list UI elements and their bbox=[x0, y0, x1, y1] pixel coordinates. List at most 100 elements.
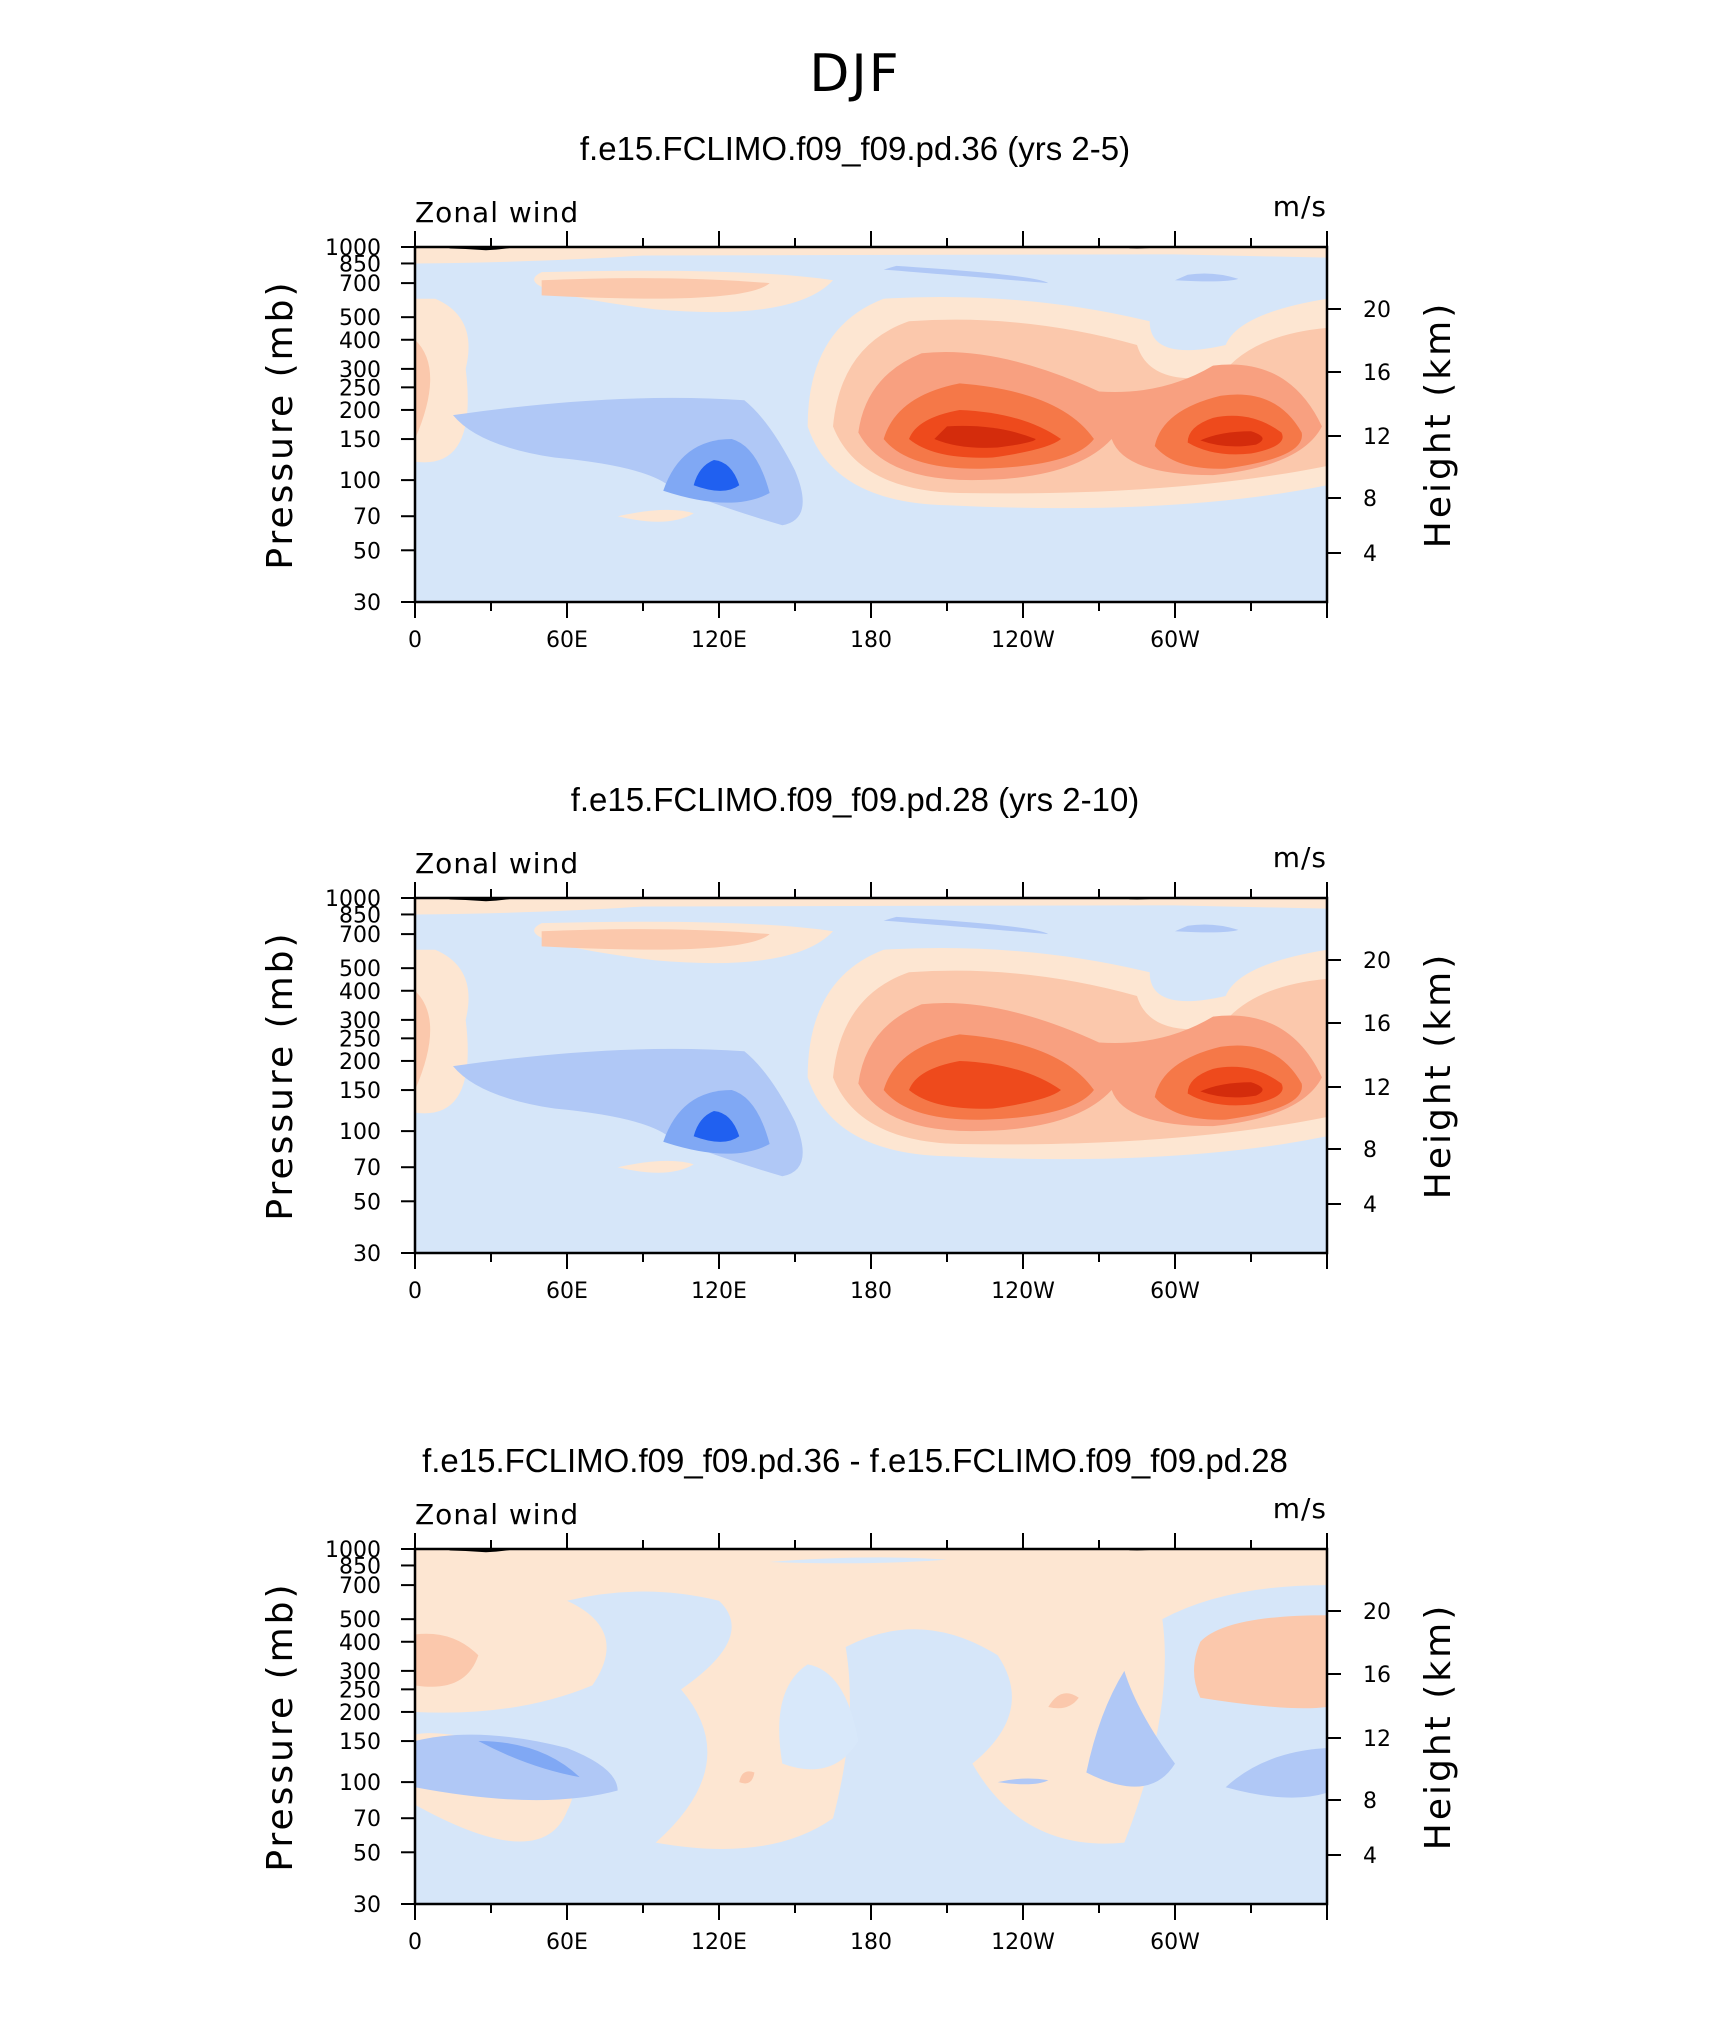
y-tick-label: 400 bbox=[339, 329, 381, 354]
contour-fill bbox=[693, 459, 740, 491]
contour-fill bbox=[541, 278, 770, 299]
panel-1: f.e15.FCLIMO.f09_f09.pd.36 (yrs 2-5) Zona… bbox=[0, 0, 1710, 651]
x-tick-label: 180 bbox=[850, 1930, 892, 1953]
panel-3: f.e15.FCLIMO.f09_f09.pd.36 - f.e15.FCLIM… bbox=[0, 1302, 1710, 1953]
y-tick-label: 200 bbox=[339, 1701, 381, 1726]
contour-plot: Zonal wind m/s305070100150200250300400500… bbox=[260, 1492, 1459, 1953]
units-label: m/s bbox=[1273, 190, 1327, 223]
contour-fill bbox=[1175, 273, 1239, 282]
y-tick-label: 500 bbox=[339, 306, 381, 331]
y-tick-label: 400 bbox=[339, 980, 381, 1005]
y-tick-label: 200 bbox=[339, 399, 381, 424]
contour-fill bbox=[934, 425, 1036, 448]
contour-fill bbox=[739, 1771, 755, 1784]
y-tick-label: 30 bbox=[353, 1893, 381, 1918]
y-tick-label: 70 bbox=[353, 505, 381, 530]
y-axis-label: Pressure (mb) bbox=[260, 930, 301, 1220]
y-tick-label: 250 bbox=[339, 1027, 381, 1052]
y2-tick-label: 8 bbox=[1363, 1789, 1377, 1814]
y-tick-label: 700 bbox=[339, 1574, 381, 1599]
y2-tick-label: 8 bbox=[1363, 487, 1377, 512]
figure-title: DJF bbox=[809, 44, 901, 104]
y2-axis-label: Height (km) bbox=[1418, 952, 1459, 1199]
y-axis-label: Pressure (mb) bbox=[260, 1581, 301, 1871]
contour-fill bbox=[415, 990, 431, 1091]
y2-tick-label: 4 bbox=[1363, 1193, 1377, 1218]
y2-tick-label: 12 bbox=[1363, 1727, 1391, 1752]
y-tick-label: 100 bbox=[339, 469, 381, 494]
contour-fill bbox=[779, 1664, 859, 1770]
x-tick-label: 0 bbox=[408, 628, 422, 651]
y-tick-label: 50 bbox=[353, 1841, 381, 1866]
y-tick-label: 1000 bbox=[325, 236, 381, 261]
x-tick-label: 180 bbox=[850, 1279, 892, 1302]
field-label: Zonal wind bbox=[415, 196, 579, 229]
contour-fill bbox=[1225, 1748, 1327, 1798]
contour-fill bbox=[541, 929, 770, 950]
contour-fill bbox=[693, 1110, 740, 1142]
contour-fill bbox=[1194, 1615, 1327, 1709]
x-tick-label: 60E bbox=[546, 1930, 588, 1953]
y2-axis-label: Height (km) bbox=[1418, 301, 1459, 548]
x-tick-label: 60W bbox=[1150, 1279, 1200, 1302]
contour-fill bbox=[617, 1160, 694, 1173]
contour-fill bbox=[415, 247, 1327, 264]
y-tick-label: 100 bbox=[339, 1771, 381, 1796]
panel-2: f.e15.FCLIMO.f09_f09.pd.28 (yrs 2-10) Zon… bbox=[0, 651, 1710, 1302]
y2-tick-label: 4 bbox=[1363, 542, 1377, 567]
y2-tick-label: 4 bbox=[1363, 1844, 1377, 1869]
x-tick-label: 120W bbox=[991, 1279, 1055, 1302]
y-tick-label: 300 bbox=[339, 1009, 381, 1034]
y2-tick-label: 20 bbox=[1363, 298, 1391, 323]
contour-fill bbox=[1200, 1082, 1263, 1098]
y-tick-label: 100 bbox=[339, 1120, 381, 1145]
contour-plot: Zonal wind m/s305070100150200250300400500… bbox=[260, 841, 1459, 1302]
x-tick-label: 120W bbox=[991, 628, 1055, 651]
y2-tick-label: 12 bbox=[1363, 1076, 1391, 1101]
contour-fill bbox=[1048, 1693, 1079, 1709]
y2-tick-label: 16 bbox=[1363, 1663, 1391, 1688]
y-tick-label: 70 bbox=[353, 1807, 381, 1832]
contour-fill bbox=[478, 1741, 580, 1778]
contour-fill bbox=[883, 265, 1049, 284]
units-label: m/s bbox=[1273, 841, 1327, 874]
y-tick-label: 70 bbox=[353, 1156, 381, 1181]
y-tick-label: 700 bbox=[339, 272, 381, 297]
panel-title: f.e15.FCLIMO.f09_f09.pd.28 (yrs 2-10) bbox=[570, 781, 1140, 818]
contour-fill bbox=[617, 509, 694, 522]
y-tick-label: 250 bbox=[339, 1678, 381, 1703]
y-tick-label: 500 bbox=[339, 1608, 381, 1633]
y2-tick-label: 16 bbox=[1363, 1012, 1391, 1037]
contour-fill bbox=[415, 298, 469, 463]
x-tick-label: 60E bbox=[546, 628, 588, 651]
x-tick-label: 60W bbox=[1150, 1930, 1200, 1953]
x-tick-label: 180 bbox=[850, 628, 892, 651]
y2-tick-label: 8 bbox=[1363, 1138, 1377, 1163]
y2-axis-label: Height (km) bbox=[1418, 1603, 1459, 1850]
x-tick-label: 60E bbox=[546, 1279, 588, 1302]
x-tick-label: 0 bbox=[408, 1930, 422, 1953]
y-tick-label: 30 bbox=[353, 1242, 381, 1267]
contour-fill bbox=[1175, 924, 1239, 933]
field-label: Zonal wind bbox=[415, 847, 579, 880]
y-tick-label: 200 bbox=[339, 1050, 381, 1075]
field-label: Zonal wind bbox=[415, 1498, 579, 1531]
panel-title: f.e15.FCLIMO.f09_f09.pd.36 - f.e15.FCLIM… bbox=[422, 1442, 1288, 1479]
y-tick-label: 300 bbox=[339, 1660, 381, 1685]
y2-tick-label: 12 bbox=[1363, 425, 1391, 450]
y-tick-label: 50 bbox=[353, 539, 381, 564]
y2-tick-label: 20 bbox=[1363, 1600, 1391, 1625]
y-tick-label: 850 bbox=[339, 252, 381, 277]
contour-fill bbox=[415, 1734, 618, 1801]
y-tick-label: 150 bbox=[339, 428, 381, 453]
panel-title: f.e15.FCLIMO.f09_f09.pd.36 (yrs 2-5) bbox=[579, 130, 1131, 167]
contour-fill bbox=[415, 898, 1327, 915]
contour-fill bbox=[909, 1060, 1061, 1109]
y-tick-label: 150 bbox=[339, 1079, 381, 1104]
contour-plot: Zonal wind m/s305070100150200250300400500… bbox=[260, 190, 1459, 651]
y-tick-label: 30 bbox=[353, 591, 381, 616]
y-tick-label: 1000 bbox=[325, 887, 381, 912]
x-tick-label: 120E bbox=[691, 628, 747, 651]
y-tick-label: 400 bbox=[339, 1631, 381, 1656]
y-axis-label: Pressure (mb) bbox=[260, 279, 301, 569]
